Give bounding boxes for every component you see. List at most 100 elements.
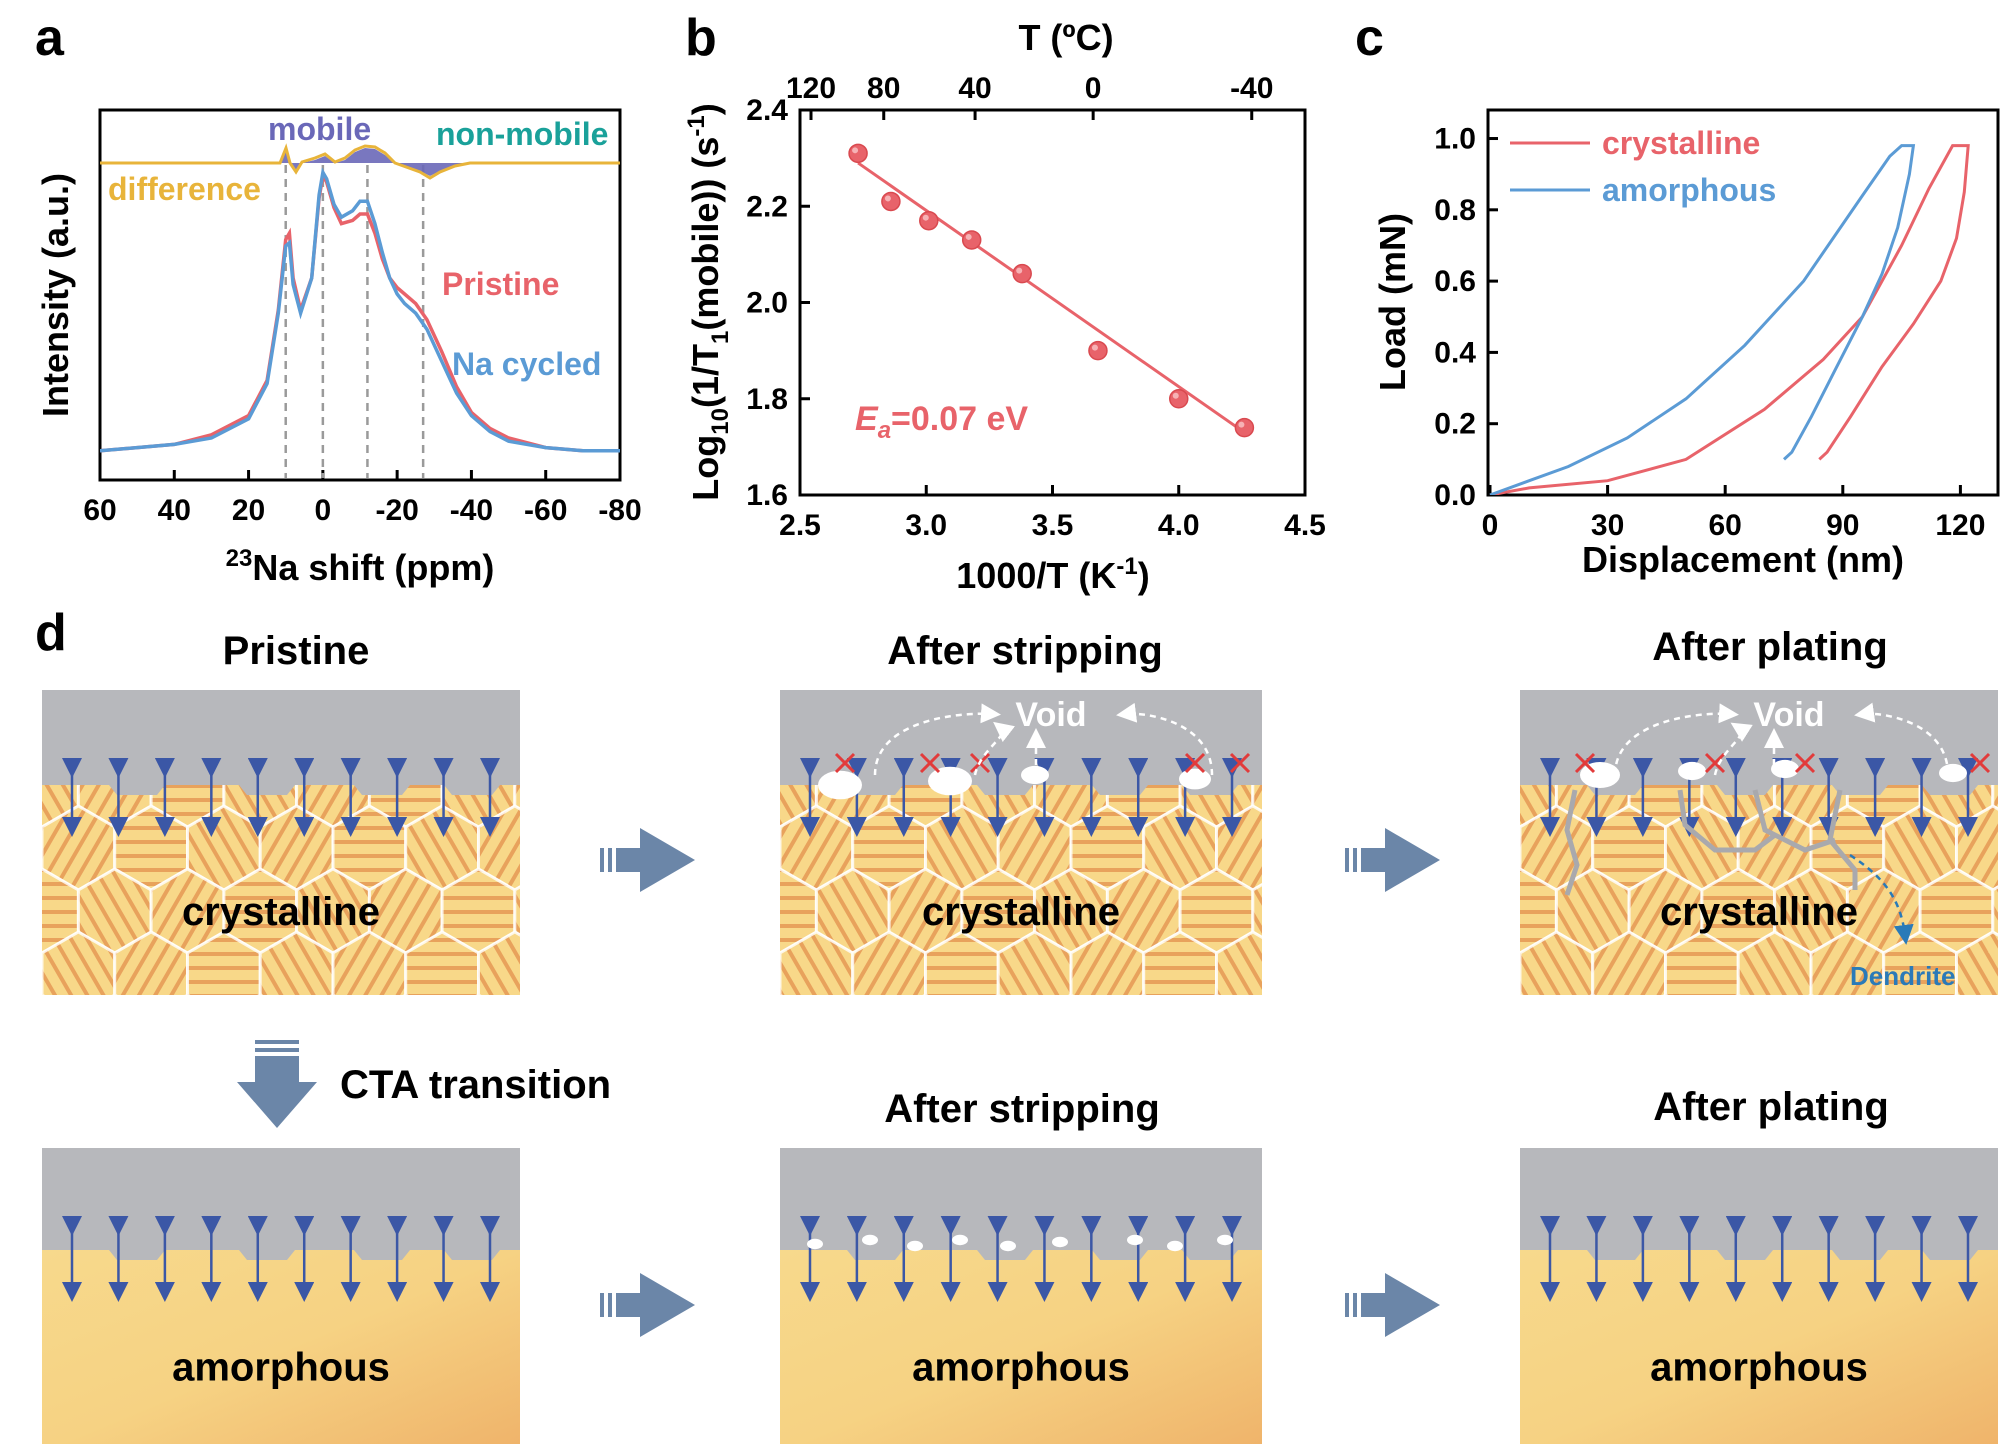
dendrite-label: Dendrite (1850, 961, 1955, 991)
grain (1289, 806, 1362, 890)
void-shape (1052, 1236, 1068, 1248)
grain-boundary-dendrite (1564, 789, 1580, 896)
grain (551, 806, 624, 890)
panel-c: c 0 30 60 90 120 0.0 0.2 0.4 0.6 0.8 1.0 crystall… (1355, 9, 2000, 580)
panel-b-y-ticks: 1.6 1.8 2.0 2.2 2.4 (746, 94, 810, 512)
panel-c-frame (1486, 108, 2000, 497)
x-tick-label: -60 (524, 494, 567, 527)
dendrite-arrow (1849, 853, 1914, 945)
x-tick-label: -40 (450, 494, 493, 527)
x-tick-label: 2.5 (779, 509, 821, 542)
y-tick-label: 2.0 (746, 287, 788, 320)
void-shape (807, 1238, 823, 1250)
x-tick-label: 3.5 (1032, 509, 1074, 542)
blocked-x-icon (919, 752, 941, 774)
x-tick-label: 20 (232, 494, 265, 527)
label-amorphous: amorphous (912, 1346, 1130, 1390)
label-mobile: mobile (268, 111, 371, 147)
label-amorphous: amorphous (172, 1346, 390, 1390)
schematic-crystalline-stripped: Void crystalline (671, 680, 1362, 1016)
data-point-highlight (884, 195, 891, 202)
data-point-highlight (965, 233, 972, 240)
title-after-plating-bottom: After plating (1653, 1085, 1889, 1129)
schematic-amorphous-pristine: amorphous (42, 1148, 520, 1444)
grain (1289, 932, 1362, 1016)
sodium-metal-layer (42, 690, 520, 795)
void-shape (1167, 1240, 1183, 1252)
x-tick-label: 0 (315, 494, 332, 527)
y-tick-label: 0.4 (1434, 336, 1476, 369)
data-point (919, 210, 939, 231)
y-tick-label: 1.6 (746, 479, 788, 512)
grain (707, 680, 780, 764)
arrow-down-icon (237, 1040, 317, 1128)
x-tick-label: 0 (1482, 509, 1499, 542)
title-after-stripping-top: After stripping (887, 629, 1163, 673)
grain (1411, 869, 1484, 953)
ea-annotation: Ea=0.07 eV (855, 400, 1028, 444)
grain (551, 680, 624, 764)
grain (0, 680, 42, 764)
void-shape (928, 766, 972, 796)
void-migration-arrow (973, 721, 1016, 776)
label-cta-transition: CTA transition (340, 1063, 611, 1107)
panel-a-dashed-lines (284, 165, 425, 478)
grain-boundary-dendrite (1677, 789, 1777, 853)
series-crystalline (1489, 144, 1970, 495)
data-point (1234, 417, 1255, 438)
label-crystalline: crystalline (182, 890, 380, 934)
top-tick-label: 0 (1085, 72, 1102, 105)
blocked-x-icon (834, 752, 856, 774)
grain (1520, 951, 1522, 995)
panel-b-xlabel: 1000/T (K-1) (956, 553, 1149, 596)
arrow-right-icon (600, 1273, 695, 1337)
data-point (1088, 340, 1108, 361)
panel-b-letter: b (685, 9, 717, 67)
grain (1991, 785, 1998, 811)
data-point-highlight (1016, 267, 1023, 274)
panel-a-frame (98, 108, 622, 482)
x-tick-label: 3.0 (905, 509, 947, 542)
grain (1411, 743, 1484, 827)
panel-b-top-title: T (ºC) (1018, 17, 1113, 58)
panel-c-letter: c (1355, 9, 1384, 67)
grain (1251, 882, 1262, 940)
data-point-highlight (1238, 421, 1245, 428)
y-tick-label: 2.4 (746, 94, 788, 127)
y-tick-label: 0.2 (1434, 408, 1476, 441)
x-tick-label: -20 (375, 494, 418, 527)
grain (1251, 785, 1262, 814)
x-tick-label: 90 (1826, 509, 1859, 542)
blocked-x-icon (1229, 752, 1251, 774)
blocked-x-icon (1969, 752, 1991, 774)
panel-c-x-ticks: 0 30 60 90 120 (1482, 485, 1985, 542)
x-tick-label: 40 (158, 494, 191, 527)
data-point-highlight (1091, 344, 1098, 351)
void-label: Void (1753, 696, 1824, 734)
label-crystalline: crystalline (1660, 890, 1858, 934)
grain (671, 743, 744, 827)
top-tick-label: 120 (786, 72, 836, 105)
panel-a-ylabel: Intensity (a.u.) (35, 173, 76, 417)
grain (513, 785, 520, 811)
grain (1289, 680, 1362, 764)
fit-line (857, 161, 1246, 434)
data-points (848, 143, 1255, 438)
x-tick-label: -80 (598, 494, 641, 527)
label-amorphous: amorphous (1650, 1346, 1868, 1390)
legend-amorphous: amorphous (1602, 172, 1776, 208)
x-tick-label: 4.0 (1158, 509, 1200, 542)
grain (551, 932, 624, 1016)
data-point (848, 143, 868, 164)
grain (477, 930, 520, 995)
title-pristine: Pristine (223, 629, 370, 673)
grain (42, 951, 44, 995)
difference-fill (140, 148, 600, 176)
sodium-metal-layer (780, 1148, 1262, 1260)
grain (1215, 930, 1262, 995)
arrow-right-icon (1345, 828, 1440, 892)
schematic-crystalline-pristine: crystalline (0, 680, 624, 1016)
x-tick-label: 120 (1935, 509, 1985, 542)
schematic-amorphous-plated: amorphous (1520, 1148, 1998, 1444)
